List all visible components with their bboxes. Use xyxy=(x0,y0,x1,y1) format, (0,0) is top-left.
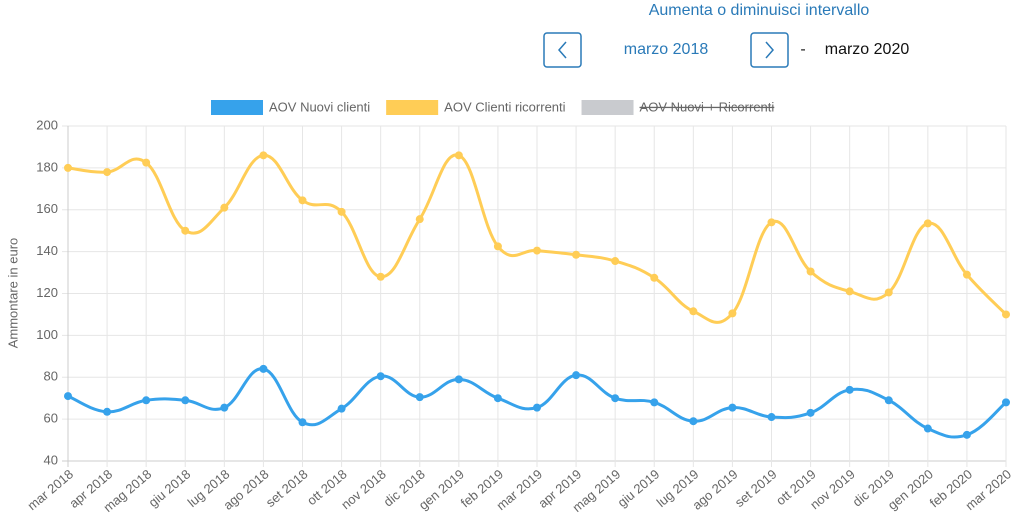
y-axis-label: Ammontare in euro xyxy=(5,238,20,349)
data-point xyxy=(298,418,307,427)
data-point xyxy=(845,287,854,296)
legend-swatch xyxy=(581,100,634,115)
data-point xyxy=(454,151,463,160)
data-point xyxy=(64,163,72,172)
data-point xyxy=(806,408,815,417)
legend-label: AOV Nuovi + Ricorrenti xyxy=(640,99,775,114)
data-point xyxy=(650,273,659,282)
data-point xyxy=(103,168,112,177)
data-point xyxy=(142,158,151,167)
data-point xyxy=(259,364,268,373)
data-point xyxy=(611,257,620,266)
data-point xyxy=(376,372,385,381)
data-point xyxy=(962,270,971,279)
data-point xyxy=(884,288,893,297)
data-point xyxy=(259,151,268,160)
data-point xyxy=(181,226,190,235)
y-tick-label: 180 xyxy=(36,159,58,174)
data-point xyxy=(767,218,776,227)
data-point xyxy=(142,396,151,405)
data-point xyxy=(767,413,776,422)
data-point xyxy=(845,385,854,394)
data-point xyxy=(689,307,698,316)
prev-button[interactable] xyxy=(543,32,582,68)
data-point xyxy=(415,393,424,402)
legend-label: AOV Nuovi clienti xyxy=(269,99,370,114)
data-point xyxy=(181,396,190,405)
data-point xyxy=(884,396,893,405)
data-point xyxy=(220,203,229,212)
data-point xyxy=(728,403,737,412)
data-point xyxy=(650,398,659,407)
data-point xyxy=(806,267,815,276)
y-tick-label: 140 xyxy=(36,243,58,258)
data-point xyxy=(923,219,932,228)
data-point xyxy=(611,394,620,403)
end-date: marzo 2020 xyxy=(825,41,910,58)
data-point xyxy=(728,309,737,318)
y-tick-label: 60 xyxy=(44,411,58,426)
data-point xyxy=(962,430,971,439)
next-button[interactable] xyxy=(750,32,789,68)
data-point xyxy=(220,403,229,412)
legend-swatch xyxy=(211,100,263,115)
data-point xyxy=(493,394,502,403)
y-tick-label: 80 xyxy=(44,369,58,384)
x-tick-label: giu 2018 xyxy=(146,466,194,510)
data-point xyxy=(533,403,541,412)
data-point xyxy=(1002,398,1010,407)
x-tick-label: giu 2019 xyxy=(615,466,663,510)
x-tick-label: set 2018 xyxy=(263,466,311,510)
data-point xyxy=(415,215,424,224)
data-point xyxy=(337,207,346,216)
data-point xyxy=(1002,310,1010,319)
y-tick-label: 160 xyxy=(36,201,58,216)
data-point xyxy=(376,272,385,281)
data-point xyxy=(923,424,932,433)
x-tick-label: set 2019 xyxy=(732,466,780,510)
data-point xyxy=(64,392,72,401)
y-tick-label: 200 xyxy=(36,117,58,132)
data-point xyxy=(454,375,463,384)
y-tick-label: 40 xyxy=(44,452,58,467)
range-hint: Aumenta o diminuisci intervallo xyxy=(649,2,870,19)
legend-swatch xyxy=(386,100,439,115)
data-point xyxy=(103,407,112,416)
data-point xyxy=(493,242,502,251)
data-point xyxy=(533,246,541,255)
legend-label: AOV Clienti ricorrenti xyxy=(444,99,565,114)
y-tick-label: 120 xyxy=(36,285,58,300)
data-point xyxy=(572,250,581,259)
separator: - xyxy=(800,41,805,58)
data-point xyxy=(298,196,307,205)
start-date: marzo 2018 xyxy=(624,41,709,58)
data-point xyxy=(572,371,581,380)
data-point xyxy=(337,404,346,413)
x-tick-label: mar 2018 xyxy=(24,466,76,513)
data-point xyxy=(689,417,698,426)
y-tick-label: 100 xyxy=(36,327,58,342)
